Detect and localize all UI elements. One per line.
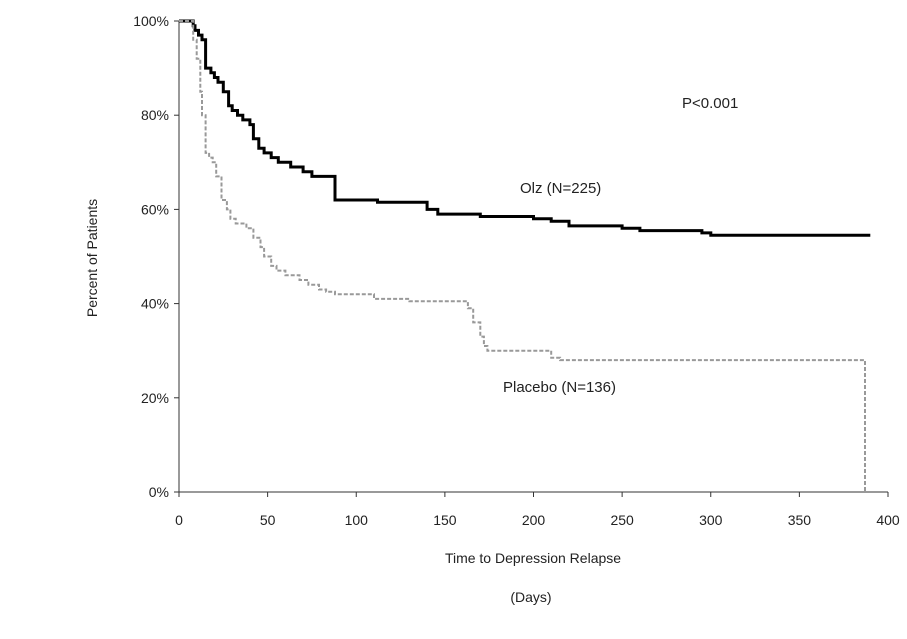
y-tick-label: 100% — [133, 13, 169, 29]
y-tick-label: 0% — [149, 484, 169, 500]
x-tick-label: 250 — [610, 512, 634, 528]
series-group — [179, 19, 871, 492]
series-label-olz: Olz (N=225) — [520, 180, 601, 197]
series-line-placebo — [179, 20, 866, 492]
y-tick-label: 80% — [141, 107, 169, 123]
x-tick-label: 200 — [522, 512, 546, 528]
x-tick-label: 400 — [876, 512, 900, 528]
x-axis-unit: (Days) — [510, 589, 551, 605]
y-axis-label: Percent of Patients — [84, 199, 100, 317]
p-value-annotation: P<0.001 — [682, 95, 738, 112]
x-ticks: 0 50 100 150 200 250 300 350 400 — [175, 492, 900, 528]
axes — [178, 21, 888, 493]
y-tick-label: 40% — [141, 296, 169, 312]
y-ticks: 0% 20% 40% 60% 80% 100% — [133, 13, 179, 500]
series-line-olz — [179, 19, 871, 237]
x-tick-label: 150 — [433, 512, 457, 528]
x-axis-label: Time to Depression Relapse — [445, 550, 621, 566]
y-tick-label: 20% — [141, 390, 169, 406]
x-tick-label: 300 — [699, 512, 723, 528]
x-tick-label: 0 — [175, 512, 183, 528]
x-tick-label: 100 — [345, 512, 369, 528]
x-tick-label: 50 — [260, 512, 276, 528]
x-tick-label: 350 — [788, 512, 812, 528]
y-tick-label: 60% — [141, 201, 169, 217]
series-label-placebo: Placebo (N=136) — [503, 379, 616, 396]
